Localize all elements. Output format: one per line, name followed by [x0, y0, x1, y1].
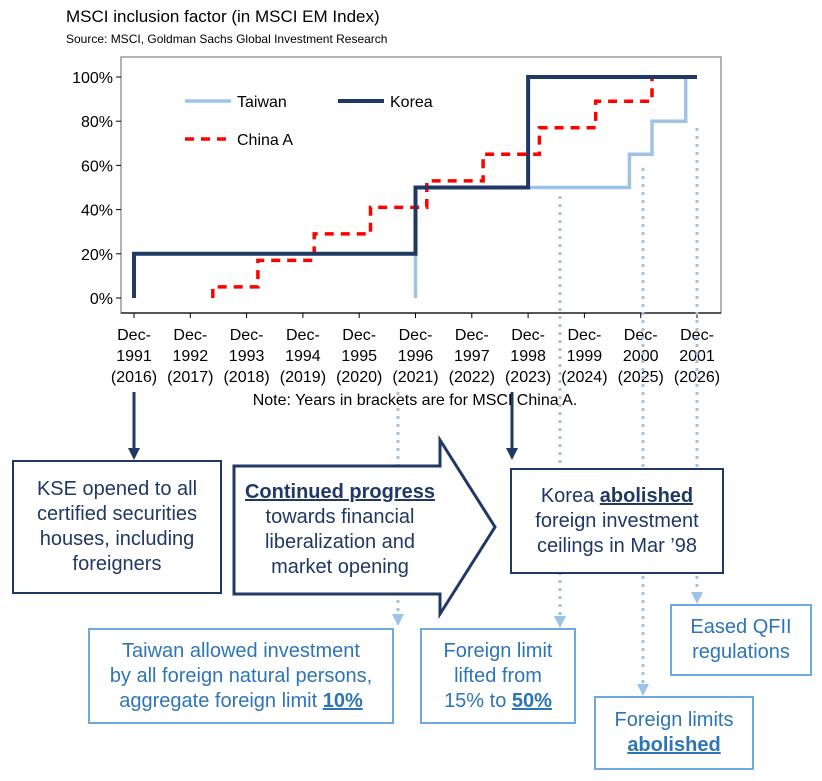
series-korea [132, 75, 697, 298]
y-axis: 0% 20% 40% 60% 80% 100% [72, 70, 121, 308]
taiwan-callout-line1: Taiwan allowed investment [122, 639, 360, 662]
x-tick-label: Dec-2000 (2025) [618, 327, 664, 386]
x-tick-label: Dec-1999 (2024) [561, 327, 607, 386]
progress-callout-bold: Continued progress [244, 481, 435, 503]
foreign-limit-line1: Foreign limit [443, 639, 553, 662]
legend-label: Taiwan [237, 94, 287, 111]
korea-callout-text: foreign investment ceilings in Mar ’98 [535, 509, 699, 557]
x-tick-label: Dec-1991 (2016) [111, 327, 157, 386]
korea-callout: Korea abolished foreign investment ceili… [510, 468, 724, 574]
chart-note: Note: Years in brackets are for MSCI Chi… [253, 392, 578, 409]
taiwan-callout-line2: by all foreign natural persons, [109, 664, 373, 687]
plot-area [120, 56, 722, 314]
y-tick-label: 0% [90, 291, 113, 308]
legend-label: Korea [390, 94, 433, 111]
y-tick-label: 60% [81, 158, 113, 175]
limits-abolished-callout: Foreign limits abolished [594, 696, 754, 770]
taiwan-callout-line3: aggregate foreign limit [119, 689, 323, 712]
legend: Taiwan Korea China A [185, 94, 433, 149]
korea-callout-pre: Korea [540, 484, 600, 507]
limits-abolished-line1: Foreign limits [614, 709, 734, 731]
x-tick-label: Dec-1998 (2023) [505, 327, 551, 386]
x-tick-label: Dec-1997 (2022) [449, 327, 495, 386]
legend-label: China A [237, 132, 293, 149]
x-tick-label: Dec-1996 (2021) [392, 327, 438, 386]
korea-callout-bold: abolished [599, 484, 694, 507]
foreign-limit-line2: lifted from [454, 664, 542, 687]
qfii-callout: Eased QFII regulations [670, 604, 812, 676]
chart-title: MSCI inclusion factor (in MSCI EM Index) [66, 7, 380, 26]
foreign-limit-line3: 15% to [444, 689, 512, 712]
foreign-limit-bold: 50% [511, 689, 552, 712]
progress-arrow [232, 434, 497, 620]
y-tick-label: 100% [72, 70, 113, 87]
x-tick-label: Dec-1994 (2019) [280, 327, 326, 386]
chart-subtitle: Source: MSCI, Goldman Sachs Global Inves… [66, 32, 387, 46]
progress-callout-text: towards financial liberalization and mar… [264, 506, 416, 578]
x-tick-label: Dec-2001(2026) [674, 327, 720, 386]
x-tick-label: Dec-1992 (2017) [167, 327, 213, 386]
series-china-a [211, 75, 697, 298]
x-axis: Dec-1991 (2016)Dec-1992 (2017)Dec-1993 (201… [111, 313, 720, 386]
qfii-callout-text: Eased QFII regulations [690, 616, 792, 663]
progress-callout: Continued progress towards financial lib… [240, 480, 440, 580]
kse-callout-text: KSE opened to all certified securities h… [36, 478, 198, 575]
y-tick-label: 40% [81, 203, 113, 220]
limits-abolished-bold: abolished [627, 734, 721, 756]
x-tick-label: Dec-1993 (2018) [223, 327, 269, 386]
y-tick-label: 20% [81, 247, 113, 264]
kse-callout: KSE opened to all certified securities h… [12, 460, 222, 594]
taiwan-callout-bold: 10% [322, 689, 363, 712]
y-tick-label: 80% [81, 114, 113, 131]
x-tick-label: Dec-1995 (2020) [336, 327, 382, 386]
taiwan-callout: Taiwan allowed investment by all foreign… [88, 628, 394, 724]
series-lines [132, 75, 697, 298]
foreign-limit-callout: Foreign limit lifted from 15% to 50% [420, 628, 576, 724]
